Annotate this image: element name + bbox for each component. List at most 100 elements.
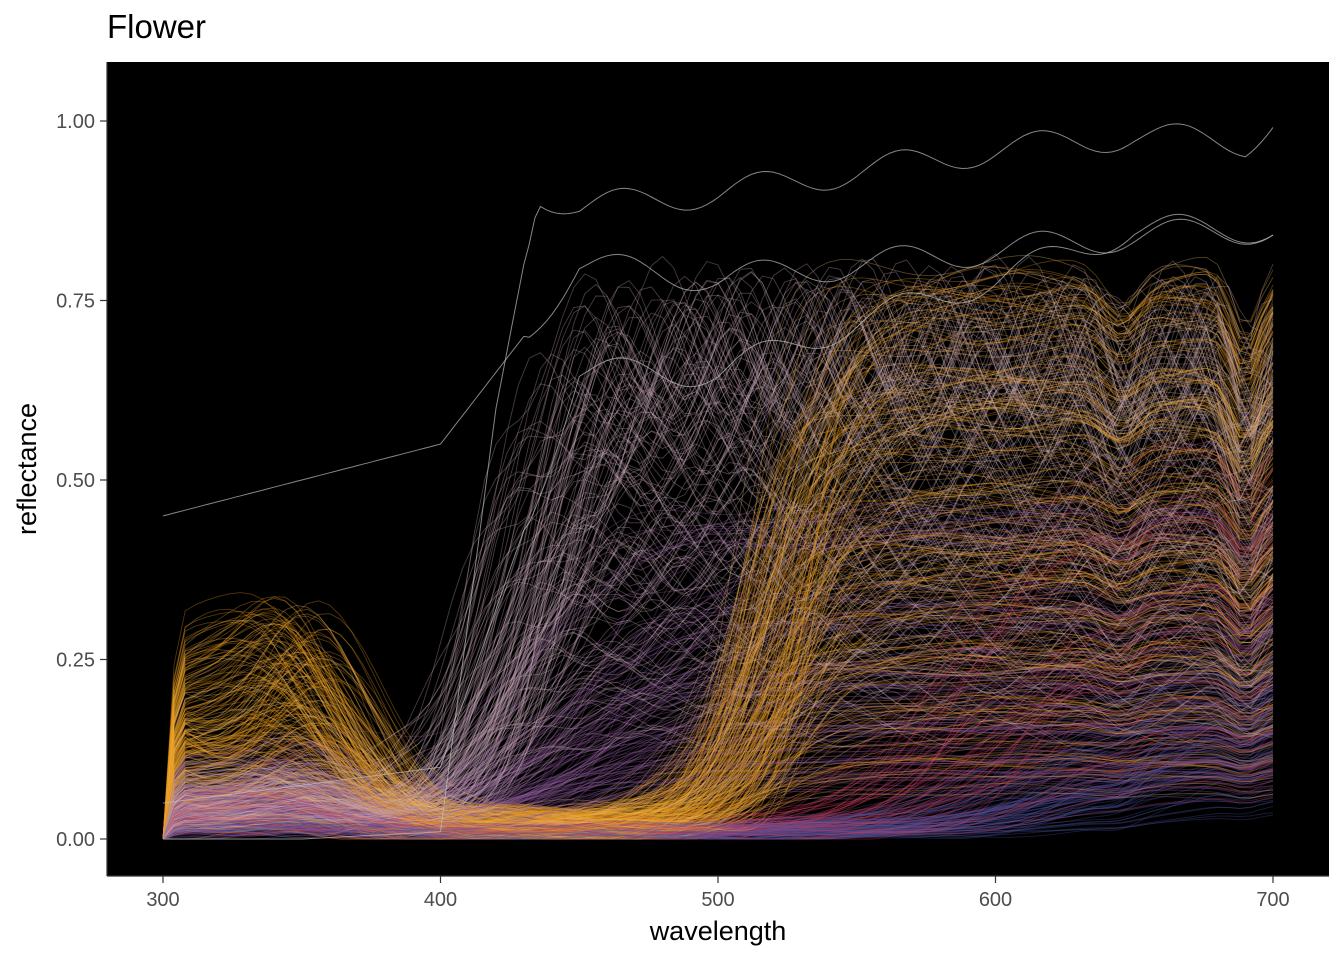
spectrum-line bbox=[162, 658, 1274, 840]
spectrum-line bbox=[162, 510, 1274, 840]
spectrum-line bbox=[162, 448, 1274, 840]
spectrum-line bbox=[162, 260, 1274, 840]
spectrum-line bbox=[162, 623, 1274, 840]
spectrum-line bbox=[162, 719, 1274, 840]
spectrum-line bbox=[162, 300, 1274, 840]
spectrum-line bbox=[162, 730, 1274, 840]
spectrum-line bbox=[162, 708, 1274, 840]
spectrum-line bbox=[162, 695, 1274, 840]
spectrum-line bbox=[162, 396, 1274, 840]
spectrum-line bbox=[162, 740, 1274, 840]
spectrum-line bbox=[162, 383, 1274, 840]
spectrum-line bbox=[162, 709, 1274, 840]
spectrum-line bbox=[162, 642, 1274, 840]
spectrum-line bbox=[162, 617, 1274, 840]
spectrum-line bbox=[162, 641, 1274, 840]
spectrum-line bbox=[162, 362, 1274, 840]
spectrum-line bbox=[162, 748, 1274, 840]
spectrum-line bbox=[162, 731, 1274, 840]
spectrum-line bbox=[162, 400, 1274, 840]
spectrum-line bbox=[162, 626, 1274, 840]
spectrum-line bbox=[162, 651, 1274, 840]
spectrum-line bbox=[162, 599, 1274, 840]
spectrum-line bbox=[162, 632, 1274, 840]
spectrum-line bbox=[162, 620, 1274, 840]
spectrum-line bbox=[162, 518, 1274, 840]
spectrum-line bbox=[162, 509, 1274, 840]
spectrum-line bbox=[162, 364, 1274, 840]
spectrum-line bbox=[162, 722, 1274, 840]
spectrum-line bbox=[162, 308, 1274, 840]
spectrum-line bbox=[162, 305, 1274, 840]
spectrum-line bbox=[162, 617, 1274, 840]
spectrum-line bbox=[162, 317, 1274, 840]
spectrum-line bbox=[162, 488, 1274, 840]
spectrum-line bbox=[162, 538, 1274, 840]
spectrum-line bbox=[162, 258, 1274, 840]
spectrum-line bbox=[162, 259, 1274, 840]
spectrum-line bbox=[162, 767, 1274, 840]
spectrum-line bbox=[162, 603, 1274, 840]
spectrum-line bbox=[162, 647, 1274, 840]
spectrum-line bbox=[162, 573, 1274, 840]
spectrum-line bbox=[162, 778, 1274, 840]
spectrum-line bbox=[162, 600, 1274, 840]
spectrum-line bbox=[162, 623, 1274, 840]
spectrum-line bbox=[162, 355, 1274, 840]
spectrum-line bbox=[162, 665, 1274, 840]
spectrum-line bbox=[162, 657, 1274, 840]
spectrum-line bbox=[162, 615, 1274, 840]
spectrum-line bbox=[162, 759, 1274, 840]
spectrum-line bbox=[162, 507, 1274, 840]
spectrum-line bbox=[162, 530, 1274, 840]
spectrum-line bbox=[162, 374, 1274, 840]
spectrum-line bbox=[162, 669, 1274, 840]
spectrum-line bbox=[162, 752, 1274, 840]
spectrum-line bbox=[162, 628, 1274, 840]
spectrum-line bbox=[162, 717, 1274, 840]
spectrum-line bbox=[162, 698, 1274, 840]
spectrum-line bbox=[162, 697, 1274, 840]
spectrum-line bbox=[162, 520, 1274, 840]
spectrum-line bbox=[162, 322, 1274, 840]
spectrum-line bbox=[162, 757, 1274, 840]
spectrum-line bbox=[162, 758, 1274, 840]
spectrum-line bbox=[162, 460, 1274, 840]
spectrum-line bbox=[162, 581, 1274, 840]
spectrum-line bbox=[162, 273, 1274, 840]
spectrum-line bbox=[162, 508, 1274, 840]
spectrum-line bbox=[162, 605, 1274, 840]
spectrum-line bbox=[162, 516, 1274, 840]
spectrum-line bbox=[162, 605, 1274, 840]
spectrum-line bbox=[162, 495, 1274, 840]
spectrum-line bbox=[162, 381, 1274, 840]
spectrum-line bbox=[162, 769, 1274, 840]
spectrum-line bbox=[162, 795, 1274, 840]
spectrum-line bbox=[162, 338, 1274, 840]
spectrum-line bbox=[162, 676, 1274, 840]
spectrum-line bbox=[162, 551, 1274, 840]
spectrum-line bbox=[162, 645, 1274, 840]
spectrum-line bbox=[162, 276, 1274, 840]
spectrum-line bbox=[162, 697, 1274, 840]
spectrum-line bbox=[162, 758, 1274, 840]
spectrum-line bbox=[162, 698, 1274, 840]
spectrum-line bbox=[162, 800, 1274, 840]
spectrum-line bbox=[162, 695, 1274, 840]
spectrum-line bbox=[162, 767, 1274, 840]
spectrum-line bbox=[162, 479, 1274, 840]
spectrum-line bbox=[162, 551, 1274, 840]
spectrum-line bbox=[162, 600, 1274, 840]
spectrum-line bbox=[163, 472, 1274, 840]
spectrum-line bbox=[162, 605, 1274, 840]
spectrum-line bbox=[162, 620, 1274, 840]
spectrum-line bbox=[162, 480, 1274, 840]
spectrum-line bbox=[162, 680, 1274, 840]
spectrum-line bbox=[162, 741, 1274, 840]
spectrum-line bbox=[162, 287, 1274, 840]
spectrum-line bbox=[162, 532, 1274, 840]
spectrum-line bbox=[162, 445, 1274, 840]
spectrum-line bbox=[162, 687, 1274, 840]
spectrum-line bbox=[162, 510, 1274, 840]
spectrum-line bbox=[162, 742, 1274, 840]
